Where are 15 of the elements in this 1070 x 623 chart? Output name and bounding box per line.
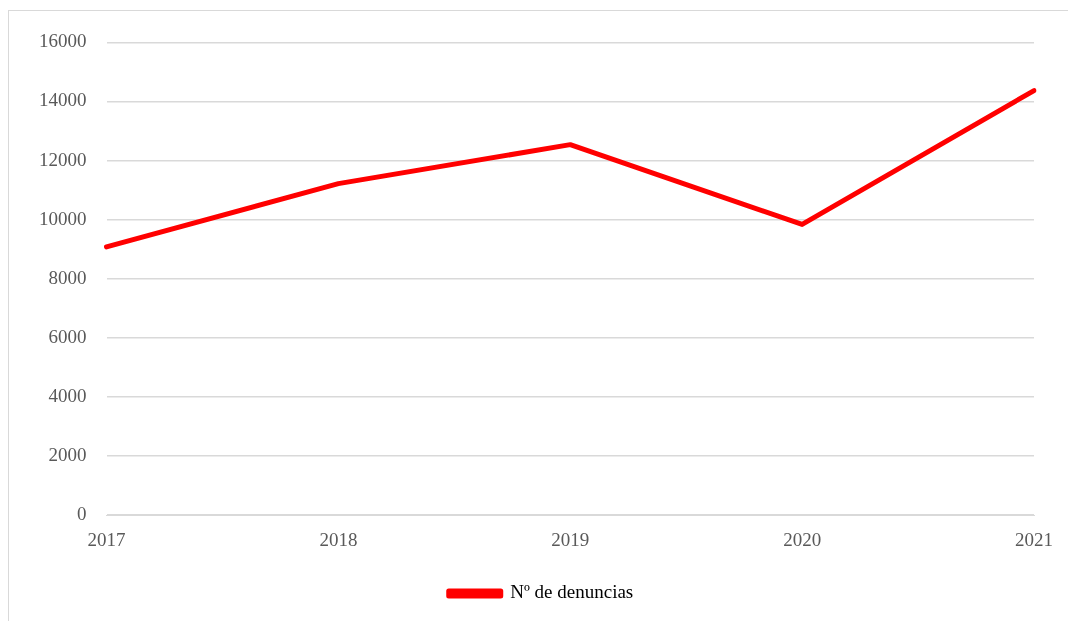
x-tick-label: 2017 — [87, 528, 126, 550]
y-tick-label: 14000 — [39, 89, 87, 111]
y-tick-label: 2000 — [48, 444, 87, 466]
y-tick-label: 12000 — [39, 148, 87, 170]
x-tick-label: 2020 — [783, 528, 822, 550]
y-tick-label: 4000 — [48, 384, 87, 406]
x-tick-label: 2018 — [319, 528, 358, 550]
y-tick-label: 10000 — [39, 207, 87, 229]
legend-label: Nº de denuncias — [510, 581, 634, 603]
x-tick-label: 2019 — [551, 528, 590, 550]
y-tick-label: 0 — [77, 503, 87, 525]
x-tick-label: 2021 — [1015, 528, 1053, 550]
y-tick-label: 16000 — [39, 30, 87, 52]
y-tick-label: 8000 — [48, 266, 87, 288]
y-tick-label: 6000 — [48, 325, 87, 347]
